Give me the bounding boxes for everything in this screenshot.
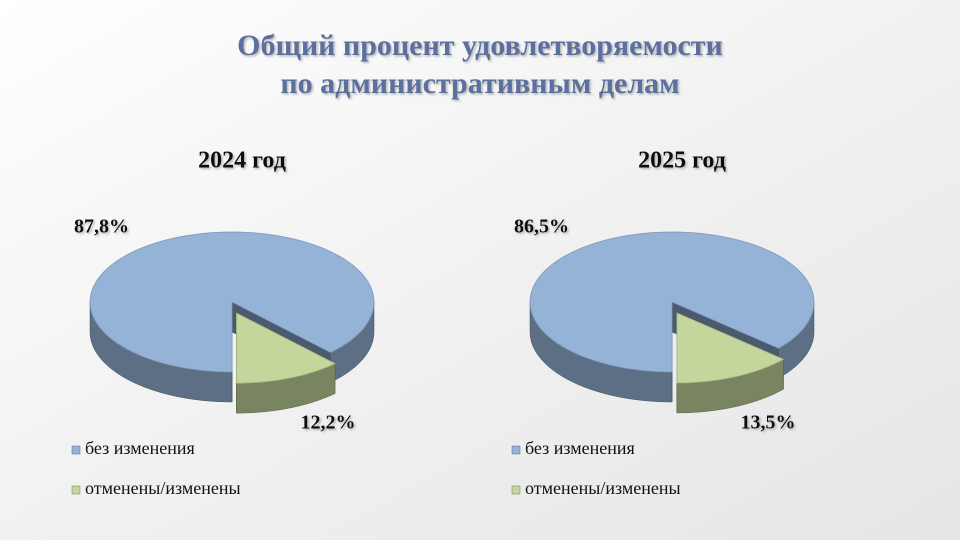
title-line: по административным делам (280, 67, 679, 100)
slice (236, 312, 336, 384)
chart-subtitle: 2025 год (638, 148, 726, 174)
legend-marker (511, 445, 521, 455)
chart-subtitle: 2024 год (198, 148, 286, 174)
title-line: Общий процент удовлетворяемости (237, 29, 723, 62)
legend-label: отменены/изменены (525, 478, 681, 498)
legend-label: без изменения (85, 438, 195, 458)
value-label: 12,2% (301, 412, 356, 434)
slice (89, 231, 375, 373)
legend-marker (71, 485, 81, 495)
value-label: 13,5% (741, 412, 796, 434)
legend-marker (511, 485, 521, 495)
slice (529, 231, 815, 373)
legend-marker (71, 445, 81, 455)
value-label: 87,8% (74, 216, 129, 238)
legend-label: без изменения (525, 438, 635, 458)
value-label: 86,5% (514, 216, 569, 238)
legend-label: отменены/изменены (85, 478, 241, 498)
slice (676, 312, 785, 384)
